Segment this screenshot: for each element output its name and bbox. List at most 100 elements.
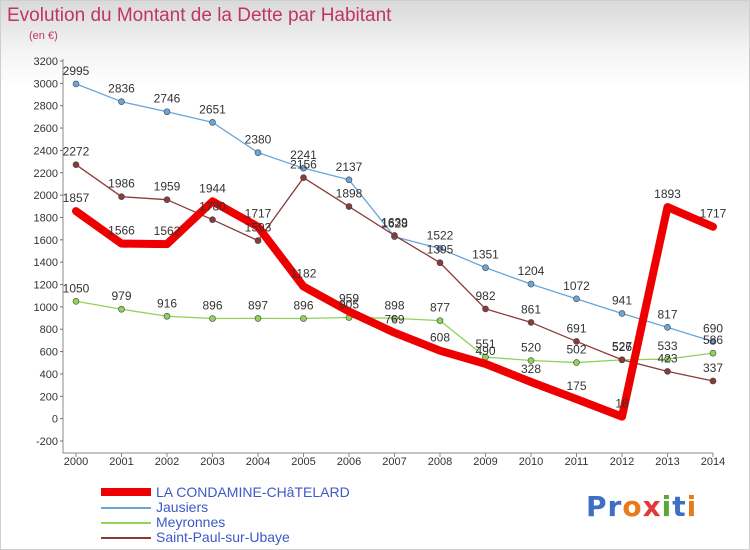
data-point — [482, 305, 489, 313]
data-point — [482, 264, 489, 271]
data-point — [709, 338, 717, 345]
data-label: 1717 — [700, 207, 727, 221]
y-tick-label: 0 — [52, 414, 58, 426]
chart-subtitle: (en €) — [29, 30, 58, 42]
data-label: 877 — [430, 301, 450, 315]
legend-label: Jausiers — [156, 499, 209, 515]
y-tick-label: 3200 — [34, 56, 58, 68]
y-tick-label: 1600 — [34, 235, 58, 247]
data-point — [300, 174, 307, 181]
x-tick-label: 2014 — [701, 456, 725, 468]
data-label: 1050 — [63, 281, 90, 295]
y-tick-label: 3000 — [34, 78, 58, 90]
y-tick-label: 2400 — [34, 145, 58, 157]
data-label: 1204 — [518, 264, 545, 278]
data-point — [573, 295, 580, 303]
data-label: 1780 — [199, 200, 226, 214]
data-point — [664, 355, 671, 363]
x-tick-label: 2012 — [610, 456, 634, 468]
data-point — [254, 237, 262, 244]
data-label: 896 — [293, 299, 313, 313]
data-label: 2137 — [336, 160, 363, 174]
x-tick-label: 2001 — [109, 456, 133, 468]
data-label: 1182 — [291, 267, 317, 281]
data-label: 520 — [521, 341, 541, 355]
data-point — [163, 312, 171, 320]
x-tick-label: 2000 — [64, 456, 88, 468]
data-label: 2836 — [108, 82, 135, 96]
x-tick-label: 2002 — [155, 456, 179, 468]
legend-label: LA CONDAMINE-CHâTELARD — [156, 484, 350, 500]
data-label: 2995 — [63, 64, 90, 78]
x-tick-label: 2004 — [246, 456, 270, 468]
data-point — [209, 315, 216, 322]
y-tick-label: 2800 — [34, 101, 58, 113]
data-label: 1593 — [245, 221, 272, 235]
data-label: 959 — [339, 291, 359, 305]
proxiti-logo: Proxiti — [586, 490, 697, 523]
data-label: 861 — [521, 302, 541, 316]
data-label: 1893 — [654, 187, 681, 201]
chart-title: Evolution du Montant de la Dette par Hab… — [7, 5, 392, 26]
data-point — [664, 324, 671, 331]
y-tick-label: 1200 — [34, 280, 58, 292]
y-tick-label: 800 — [40, 324, 58, 336]
legend-label: Meyronnes — [156, 514, 226, 530]
data-point — [254, 149, 262, 156]
data-label: 691 — [566, 321, 586, 335]
data-label: 1857 — [63, 191, 90, 205]
data-label: 490 — [475, 344, 495, 358]
data-point — [391, 314, 398, 322]
data-label: 608 — [430, 331, 450, 345]
logo-letter: x — [642, 490, 662, 523]
data-label: 1562 — [154, 224, 181, 238]
legend-swatch — [101, 488, 151, 496]
data-point — [300, 164, 307, 172]
data-point — [618, 310, 626, 317]
data-point — [72, 80, 80, 88]
series-line-0 — [72, 197, 717, 421]
logo-letter: i — [686, 490, 698, 523]
data-point — [118, 305, 125, 313]
x-tick-label: 2005 — [291, 456, 315, 468]
y-tick-label: 1400 — [34, 257, 58, 269]
data-point — [573, 338, 580, 345]
data-label: 527 — [612, 340, 632, 354]
data-label: 1986 — [108, 177, 135, 191]
data-point — [436, 245, 444, 252]
data-label: 982 — [475, 289, 495, 303]
data-point — [527, 319, 535, 326]
data-point — [345, 203, 353, 210]
data-label: 979 — [111, 289, 131, 303]
data-point — [72, 297, 80, 305]
data-point — [527, 357, 535, 364]
y-tick-label: 2600 — [34, 123, 58, 135]
x-tick-label: 2003 — [200, 456, 224, 468]
y-tick-label: 400 — [40, 369, 58, 381]
x-tick-label: 2013 — [655, 456, 679, 468]
x-tick-label: 2007 — [382, 456, 406, 468]
data-label: 1566 — [108, 224, 135, 238]
data-point — [573, 359, 580, 366]
data-label: 2380 — [245, 133, 272, 147]
data-point — [618, 356, 626, 364]
data-label: 1639 — [381, 215, 408, 229]
data-label: 175 — [566, 379, 586, 393]
data-label: 898 — [384, 298, 404, 312]
data-label: 502 — [566, 343, 586, 357]
x-tick-label: 2008 — [428, 456, 452, 468]
data-point — [72, 161, 80, 169]
data-label: 423 — [657, 351, 677, 365]
x-tick-label: 2006 — [337, 456, 361, 468]
x-tick-label: 2009 — [473, 456, 497, 468]
data-point — [254, 315, 262, 322]
data-point — [709, 377, 717, 385]
data-point — [345, 176, 353, 184]
data-point — [436, 259, 444, 267]
data-label: 337 — [703, 361, 723, 375]
data-label: 526 — [612, 340, 632, 354]
y-tick-label: 1000 — [34, 302, 58, 314]
x-tick-label: 2011 — [565, 456, 589, 468]
data-point — [163, 108, 171, 116]
